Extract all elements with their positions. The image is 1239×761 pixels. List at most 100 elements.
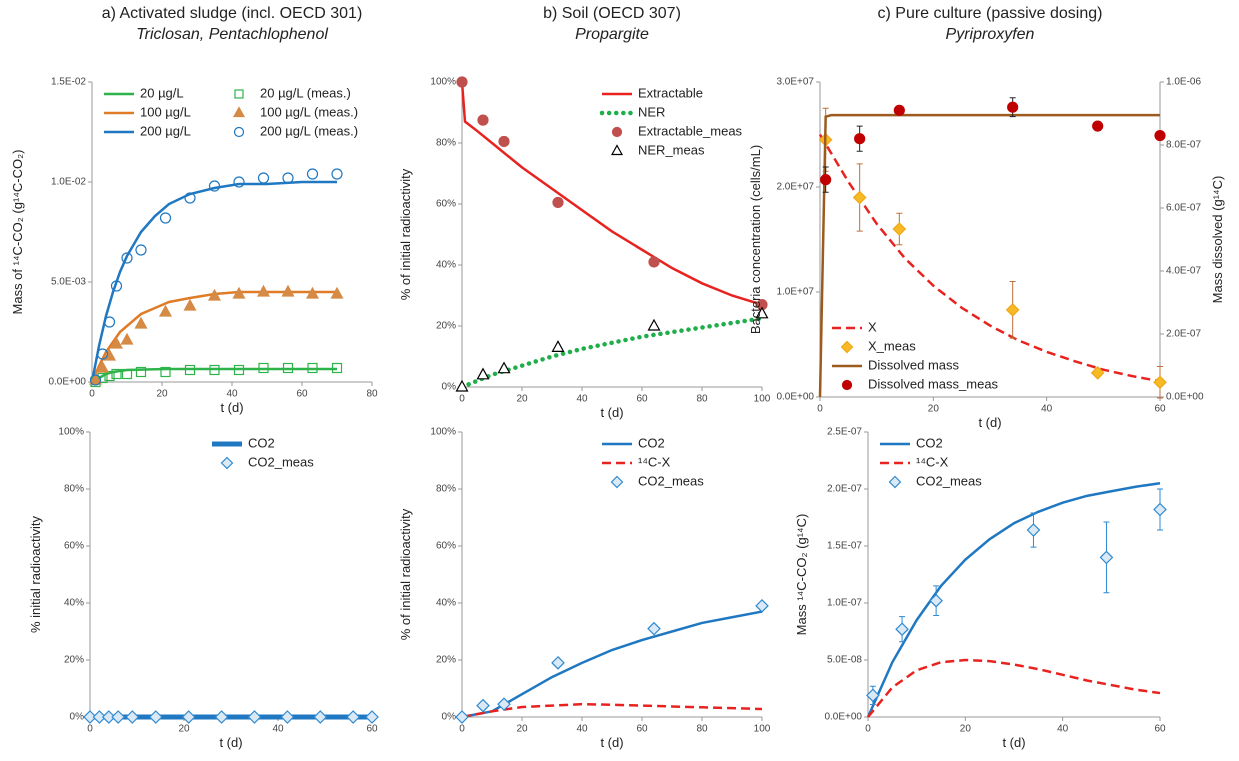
x-tick-label: 60 — [1154, 724, 1166, 735]
marker — [854, 133, 866, 145]
y-tick-label: 60% — [436, 199, 456, 210]
marker — [306, 168, 319, 180]
marker — [208, 180, 221, 192]
marker — [207, 288, 222, 301]
x-tick-label: 0 — [459, 394, 465, 405]
y-tick-label: 20% — [436, 321, 456, 332]
series-line — [461, 610, 763, 719]
marker — [89, 374, 102, 386]
y-tick-label: 2.0E+07 — [776, 182, 814, 193]
x-tick-label: 40 — [272, 724, 284, 735]
marker — [1092, 120, 1104, 132]
panel-subtitle: Pyriproxyfen — [946, 26, 1035, 43]
marker — [477, 114, 489, 126]
marker — [88, 372, 103, 385]
y-axis-label: Bacteria concentration (cells/mL) — [748, 145, 763, 334]
y2-tick-label: 6.0E-07 — [1166, 203, 1201, 214]
x-tick-label: 20 — [156, 389, 168, 400]
marker — [111, 368, 122, 380]
marker — [346, 710, 361, 724]
y2-axis-label: Mass dissolved (g¹⁴C) — [1210, 176, 1225, 304]
x-axis-label: t (d) — [600, 405, 623, 420]
marker — [134, 316, 148, 329]
legend-label: 100 µg/L — [140, 104, 191, 119]
marker — [121, 368, 133, 380]
marker — [331, 362, 343, 374]
y-tick-label: 60% — [64, 541, 84, 552]
legend-label: 20 µg/L (meas.) — [260, 85, 351, 100]
marker — [551, 340, 565, 352]
marker — [1154, 129, 1166, 142]
series-line — [867, 658, 1161, 718]
marker — [232, 286, 246, 299]
legend-label: Extractable_meas — [638, 123, 743, 138]
x-tick-label: 60 — [636, 394, 648, 405]
marker — [181, 710, 196, 724]
x-tick-label: 0 — [89, 389, 95, 400]
panel-title: c) Pure culture (passive dosing) — [878, 5, 1103, 22]
y-axis-label: Mass of ¹⁴C-CO₂ (g¹⁴C-CO₂) — [10, 150, 25, 315]
marker — [610, 475, 624, 489]
marker — [307, 362, 318, 374]
legend-label: X_meas — [868, 338, 916, 353]
marker — [331, 168, 343, 180]
y-tick-label: 0.0E+00 — [48, 377, 86, 388]
legend-label: ¹⁴C-X — [638, 454, 671, 469]
marker — [159, 212, 172, 224]
legend-label: 20 µg/L — [140, 85, 184, 100]
marker — [121, 252, 133, 264]
marker — [610, 144, 624, 156]
marker — [476, 367, 490, 380]
legend-label: NER — [638, 104, 665, 119]
x-tick-label: 0 — [865, 724, 871, 735]
marker — [96, 348, 109, 360]
marker — [305, 286, 320, 299]
marker — [184, 364, 196, 376]
marker — [1090, 366, 1105, 380]
y-tick-label: 40% — [436, 260, 456, 271]
marker — [125, 710, 140, 724]
marker — [1099, 550, 1114, 565]
y-tick-label: 80% — [436, 138, 456, 149]
y-tick-label: 60% — [436, 541, 456, 552]
series-line — [818, 133, 1161, 383]
marker — [1005, 303, 1020, 317]
marker — [95, 360, 110, 373]
marker — [551, 656, 565, 670]
marker — [1026, 523, 1041, 537]
marker — [476, 698, 490, 713]
series-line — [866, 482, 1161, 718]
marker — [455, 379, 469, 392]
marker — [232, 106, 246, 118]
marker — [647, 318, 661, 331]
marker — [648, 256, 660, 268]
y-tick-label: 2.5E-07 — [827, 427, 862, 438]
marker — [1153, 502, 1167, 517]
y-tick-label: 20% — [436, 655, 456, 666]
x-tick-label: 80 — [696, 724, 708, 735]
marker — [148, 710, 163, 724]
x-tick-label: 40 — [1041, 404, 1053, 415]
y-tick-label: 3.0E+07 — [776, 77, 814, 88]
legend-label: ¹⁴C-X — [916, 454, 949, 469]
legend-label: 200 µg/L (meas.) — [260, 123, 358, 138]
series-line — [90, 290, 337, 383]
marker — [280, 710, 295, 724]
series-line — [461, 702, 763, 719]
marker — [895, 622, 909, 637]
marker — [866, 688, 880, 703]
x-tick-label: 100 — [754, 724, 771, 735]
marker — [135, 366, 147, 378]
marker — [247, 710, 262, 724]
marker — [888, 475, 902, 489]
marker — [552, 196, 564, 209]
legend: CO2 ¹⁴C-X CO2_meas — [880, 435, 982, 488]
x-tick-label: 80 — [366, 389, 378, 400]
x-tick-label: 40 — [576, 394, 588, 405]
marker — [257, 172, 270, 184]
y-tick-label: 80% — [436, 484, 456, 495]
legend-label: NER_meas — [638, 142, 705, 157]
x-tick-label: 0 — [87, 724, 93, 735]
marker — [233, 176, 245, 188]
y-tick-label: 100% — [430, 77, 456, 88]
